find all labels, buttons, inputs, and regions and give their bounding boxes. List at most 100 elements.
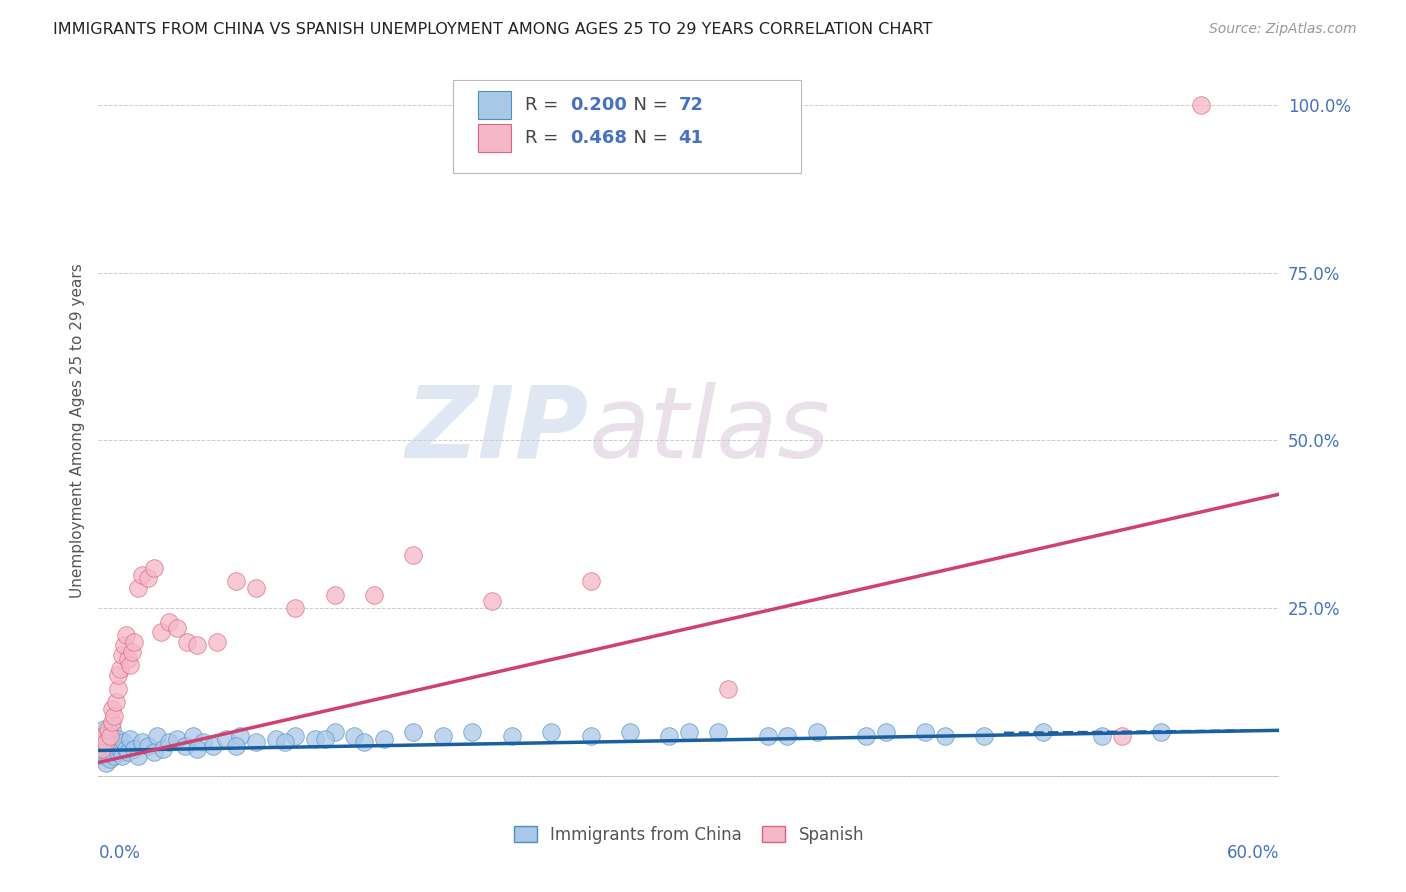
Text: IMMIGRANTS FROM CHINA VS SPANISH UNEMPLOYMENT AMONG AGES 25 TO 29 YEARS CORRELAT: IMMIGRANTS FROM CHINA VS SPANISH UNEMPLO…: [53, 22, 932, 37]
Point: [118, 732, 141, 747]
Point: [93, 729, 115, 743]
Text: R =: R =: [524, 96, 564, 114]
Point: [101, 702, 124, 716]
Point: [264, 732, 287, 747]
Point: [111, 748, 134, 763]
Point: [97, 725, 120, 739]
Point: [274, 735, 297, 749]
Point: [225, 739, 247, 753]
Point: [875, 725, 897, 739]
Point: [707, 725, 730, 739]
Point: [1150, 725, 1173, 739]
Point: [118, 658, 141, 673]
Point: [131, 735, 153, 749]
Point: [619, 725, 641, 739]
Point: [284, 729, 307, 743]
Point: [112, 735, 135, 749]
Point: [1032, 725, 1054, 739]
Point: [806, 725, 828, 739]
Point: [225, 574, 247, 589]
Point: [353, 735, 375, 749]
Point: [284, 601, 307, 615]
Text: 41: 41: [678, 128, 703, 146]
Point: [157, 735, 180, 749]
Point: [111, 648, 134, 663]
Point: [402, 725, 425, 739]
Point: [186, 742, 208, 756]
Point: [205, 634, 228, 648]
Point: [152, 742, 174, 756]
Point: [314, 732, 336, 747]
Text: 60.0%: 60.0%: [1227, 844, 1279, 862]
Point: [1189, 98, 1212, 112]
Point: [107, 746, 129, 760]
Text: 0.468: 0.468: [569, 128, 627, 146]
Point: [115, 742, 138, 756]
Point: [323, 725, 346, 739]
FancyBboxPatch shape: [453, 80, 801, 173]
Point: [579, 574, 602, 589]
Point: [103, 708, 125, 723]
Point: [181, 729, 204, 743]
Point: [1111, 729, 1133, 743]
Point: [176, 634, 198, 648]
Point: [122, 634, 145, 648]
Point: [98, 752, 121, 766]
Point: [914, 725, 936, 739]
Point: [93, 722, 115, 736]
Point: [402, 548, 425, 562]
Point: [105, 695, 128, 709]
Point: [579, 729, 602, 743]
Text: ZIP: ZIP: [405, 382, 589, 479]
Point: [115, 628, 138, 642]
Point: [107, 732, 129, 747]
Point: [142, 561, 165, 575]
Point: [756, 729, 779, 743]
Point: [97, 722, 120, 736]
Text: R =: R =: [524, 128, 564, 146]
Point: [150, 624, 173, 639]
Point: [89, 735, 111, 749]
Point: [89, 735, 111, 749]
Point: [304, 732, 326, 747]
Y-axis label: Unemployment Among Ages 25 to 29 years: Unemployment Among Ages 25 to 29 years: [69, 263, 84, 598]
Point: [127, 748, 149, 763]
Point: [107, 681, 129, 696]
Point: [174, 739, 197, 753]
Point: [678, 725, 700, 739]
Point: [101, 715, 124, 730]
Point: [108, 742, 131, 756]
Text: N =: N =: [621, 128, 673, 146]
Point: [131, 567, 153, 582]
Point: [96, 732, 118, 747]
Point: [323, 588, 346, 602]
Point: [101, 722, 124, 736]
Point: [186, 638, 208, 652]
Point: [121, 645, 143, 659]
Text: N =: N =: [621, 96, 673, 114]
Point: [96, 756, 118, 770]
Point: [461, 725, 484, 739]
Point: [136, 571, 159, 585]
Point: [215, 732, 238, 747]
Point: [343, 729, 366, 743]
Point: [117, 651, 139, 665]
Point: [108, 662, 131, 676]
Point: [245, 581, 267, 595]
Text: 0.200: 0.200: [569, 96, 627, 114]
Point: [103, 748, 125, 763]
Point: [540, 725, 562, 739]
Point: [112, 638, 135, 652]
Point: [97, 746, 120, 760]
Point: [146, 729, 169, 743]
Point: [96, 735, 118, 749]
Point: [855, 729, 877, 743]
Point: [432, 729, 454, 743]
Point: [117, 746, 139, 760]
Point: [93, 742, 115, 756]
Point: [107, 668, 129, 682]
Point: [1091, 729, 1114, 743]
Point: [201, 739, 224, 753]
Point: [363, 588, 385, 602]
Point: [157, 615, 180, 629]
